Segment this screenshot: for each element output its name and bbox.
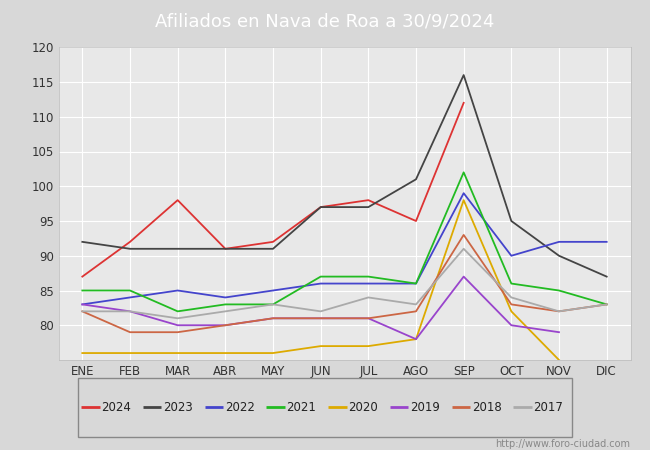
Text: 2018: 2018 [472, 401, 501, 414]
Text: 2022: 2022 [225, 401, 255, 414]
Text: 2019: 2019 [410, 401, 440, 414]
Text: 2020: 2020 [348, 401, 378, 414]
Text: 2021: 2021 [287, 401, 317, 414]
Text: http://www.foro-ciudad.com: http://www.foro-ciudad.com [495, 439, 630, 449]
Text: Afiliados en Nava de Roa a 30/9/2024: Afiliados en Nava de Roa a 30/9/2024 [155, 12, 495, 31]
Text: 2024: 2024 [101, 401, 131, 414]
Text: 2023: 2023 [163, 401, 192, 414]
Text: 2017: 2017 [534, 401, 564, 414]
